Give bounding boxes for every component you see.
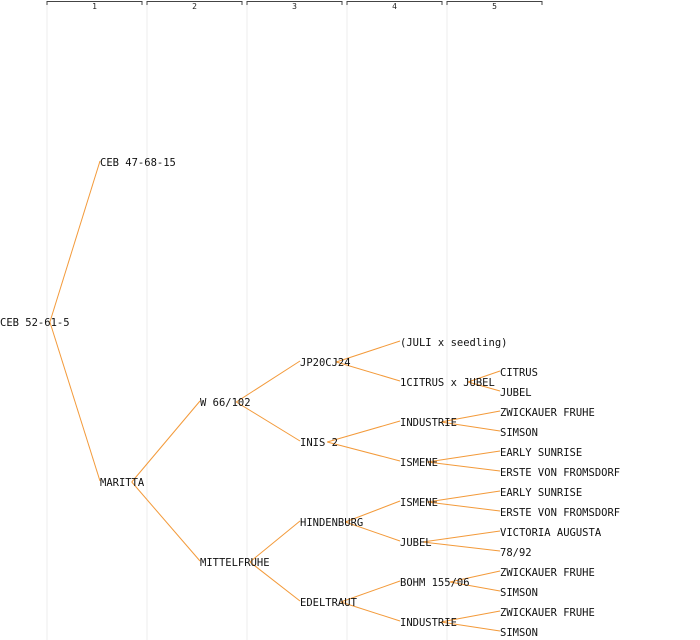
- edge-edeltraut-to-industrie2: [340, 601, 401, 622]
- edge-jp20cj24-to-juli: [336, 340, 401, 363]
- edge-maritta-to-mittelfruhe: [131, 481, 201, 562]
- node-label-jubel: JUBEL: [500, 387, 532, 399]
- generation-3-bracket: [246, 1, 343, 5]
- node-label-bohm-155-06: BOHM 155/06: [400, 577, 470, 589]
- pedigree-labels: CEB 52-61-5 CEB 47-68-15 MARITTA W 66/102 MI…: [0, 157, 620, 639]
- generation-1-number: 1: [92, 2, 97, 11]
- edge-industrie2-to-simson3: [440, 621, 501, 632]
- edge-citrusjubel-to-jubel5: [467, 381, 501, 392]
- generation-1-bracket: [46, 1, 143, 5]
- generation-3-number: 3: [292, 2, 297, 11]
- node-label-1citrus-x-jubel: 1CITRUS x JUBEL: [400, 377, 495, 389]
- generation-4-bracket: [346, 1, 443, 5]
- edge-bohm-to-simson2: [449, 581, 501, 592]
- edge-inis2-to-ismene1: [327, 441, 401, 462]
- node-label-erste-von-fromsdorf: ERSTE VON FROMSDORF: [500, 507, 620, 519]
- edge-ismene2-to-erste2: [427, 501, 501, 512]
- node-label-industrie: INDUSTRIE: [400, 617, 457, 629]
- node-label-ceb-47-68-15: CEB 47-68-15: [100, 157, 176, 169]
- generation-header: 1 2 3 4 5: [46, 1, 543, 11]
- node-label-zwickauer-fruhe: ZWICKAUER FRUHE: [500, 607, 595, 619]
- edge-ismene1-to-early1: [427, 450, 501, 463]
- edge-w66-to-jp20cj24: [236, 360, 301, 403]
- node-label-78-92: 78/92: [500, 547, 532, 559]
- edge-hindenburg-to-ismene2: [345, 500, 401, 523]
- edge-jp20cj24-to-citrusjubel: [336, 361, 401, 382]
- generation-column-lines: [46, 4, 448, 640]
- node-label-erste-von-fromsdorf: ERSTE VON FROMSDORF: [500, 467, 620, 479]
- node-label-jp20cj24: JP20CJ24: [300, 357, 351, 369]
- edge-root-to-maritta: [49, 321, 101, 482]
- edge-hindenburg-to-jubel: [345, 521, 401, 542]
- node-label-citrus: CITRUS: [500, 367, 538, 379]
- node-label-simson: SIMSON: [500, 427, 538, 439]
- edge-citrusjubel-to-citrus: [467, 370, 501, 383]
- node-label-early-sunrise: EARLY SUNRISE: [500, 487, 582, 499]
- node-label-ismene: ISMENE: [400, 497, 438, 509]
- node-label-early-sunrise: EARLY SUNRISE: [500, 447, 582, 459]
- generation-4-number: 4: [392, 2, 397, 11]
- pedigree-edges: [49, 160, 501, 632]
- generation-5-bracket: [446, 1, 543, 5]
- node-label-simson: SIMSON: [500, 627, 538, 639]
- edge-mittelfruhe-to-edeltraut: [249, 561, 301, 602]
- generation-2-number: 2: [192, 2, 197, 11]
- node-label-zwickauer-fruhe: ZWICKAUER FRUHE: [500, 567, 595, 579]
- edge-inis2-to-industrie1: [327, 420, 401, 443]
- edge-edeltraut-to-bohm: [340, 580, 401, 603]
- node-label-ceb-52-61-5: CEB 52-61-5: [0, 317, 70, 329]
- edge-industrie1-to-simson1: [440, 421, 501, 432]
- edge-jubel-to-n7892: [422, 541, 501, 552]
- node-label-juli-x-seedling: (JULI x seedling): [400, 337, 507, 349]
- node-label-jubel: JUBEL: [400, 537, 432, 549]
- edge-bohm-to-zwick2: [449, 570, 501, 583]
- node-label-hindenburg: HINDENBURG: [300, 517, 363, 529]
- edge-mittelfruhe-to-hindenburg: [249, 520, 301, 563]
- node-label-zwickauer-fruhe: ZWICKAUER FRUHE: [500, 407, 595, 419]
- node-label-mittelfruhe: MITTELFRUHE: [200, 557, 270, 569]
- node-label-edeltraut: EDELTRAUT: [300, 597, 358, 609]
- edge-maritta-to-w66: [131, 400, 201, 483]
- edge-jubel-to-victoria: [422, 530, 501, 543]
- generation-2-bracket: [146, 1, 243, 5]
- node-label-w-66-102: W 66/102: [200, 397, 251, 409]
- generation-5-number: 5: [492, 2, 497, 11]
- edge-ismene1-to-erste1: [427, 461, 501, 472]
- node-label-industrie: INDUSTRIE: [400, 417, 457, 429]
- node-label-ismene: ISMENE: [400, 457, 438, 469]
- edge-w66-to-inis2: [236, 401, 301, 442]
- node-label-maritta: MARITTA: [100, 477, 145, 489]
- node-label-victoria-augusta: VICTORIA AUGUSTA: [500, 527, 602, 539]
- edge-ismene2-to-early2: [427, 490, 501, 503]
- edge-root-to-ceb47: [49, 160, 101, 323]
- node-label-simson: SIMSON: [500, 587, 538, 599]
- node-label-inis-2: INIS 2: [300, 437, 338, 449]
- edge-industrie2-to-zwick3: [440, 610, 501, 623]
- edge-industrie1-to-zwick1: [440, 410, 501, 423]
